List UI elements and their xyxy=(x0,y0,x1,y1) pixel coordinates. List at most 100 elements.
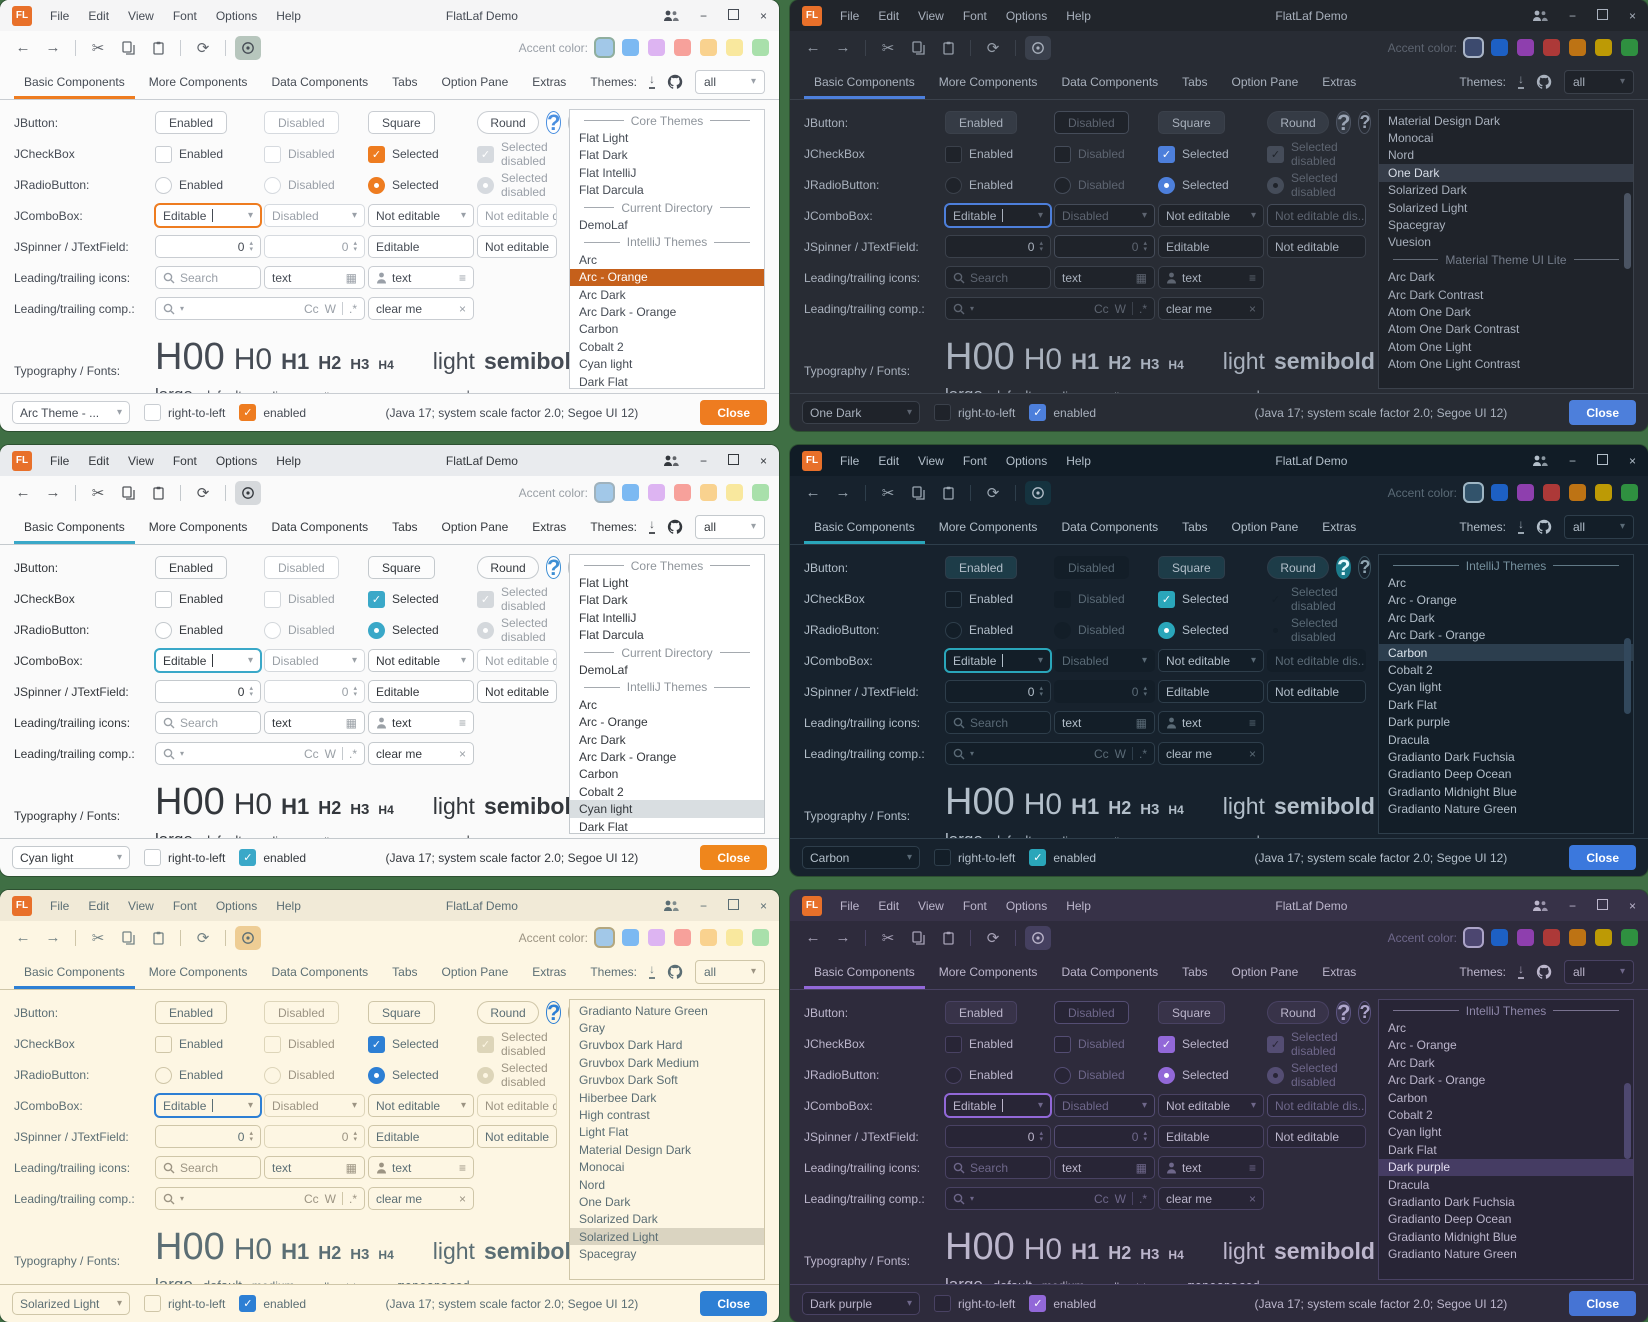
checkbox-selected[interactable] xyxy=(368,145,385,163)
clear-icon[interactable]: × xyxy=(1248,301,1256,316)
radio-selected[interactable] xyxy=(368,176,385,194)
menu-help[interactable]: Help xyxy=(276,8,301,23)
editable-textfield[interactable]: Editable xyxy=(368,235,474,258)
square-button[interactable]: Square xyxy=(368,111,435,134)
whole-word-toggle[interactable]: W xyxy=(1114,1191,1126,1206)
editable-textfield[interactable]: Editable xyxy=(368,1125,474,1148)
theme-list-item[interactable]: Dracula xyxy=(1379,731,1633,748)
search-with-options-input[interactable]: ▾ Cc W .* xyxy=(155,742,365,765)
users-icon[interactable] xyxy=(663,900,679,912)
editable-combobox[interactable]: Editable ▾ xyxy=(945,649,1051,672)
menu-options[interactable]: Options xyxy=(1005,453,1048,468)
checkbox-selected[interactable] xyxy=(368,590,385,608)
search-with-options-input[interactable]: ▾ Cc W .* xyxy=(155,297,365,320)
theme-list-item[interactable]: Gruvbox Dark Hard xyxy=(570,1037,764,1054)
menu-edit[interactable]: Edit xyxy=(878,453,900,468)
theme-list-item[interactable]: Monocai xyxy=(570,1159,764,1176)
show-hints-eye-icon[interactable] xyxy=(235,35,261,60)
accent-color-swatch[interactable] xyxy=(1517,929,1534,946)
download-icon[interactable]: ↓ xyxy=(1518,73,1524,89)
tab-extras[interactable]: Extras xyxy=(1322,519,1357,534)
menu-view[interactable]: View xyxy=(128,898,154,913)
show-hints-eye-icon[interactable] xyxy=(235,925,261,950)
menu-font[interactable]: Font xyxy=(172,8,197,23)
help-button[interactable]: ? xyxy=(1336,999,1352,1025)
checkbox-enabled[interactable] xyxy=(945,145,962,163)
theme-list-item[interactable]: Nord xyxy=(1379,147,1633,164)
refresh-icon[interactable]: ⟳ xyxy=(986,39,1000,57)
theme-list-item[interactable]: Vuesion xyxy=(1379,234,1633,251)
tab-tabs[interactable]: Tabs xyxy=(392,519,418,534)
theme-list-item[interactable]: Flat Darcula xyxy=(570,182,764,199)
accent-color-swatch[interactable] xyxy=(674,929,691,946)
spinner[interactable]: 0 ▴ ▾ xyxy=(945,1125,1051,1148)
theme-list-item[interactable]: Flat IntelliJ xyxy=(570,609,764,626)
refresh-icon[interactable]: ⟳ xyxy=(196,484,210,502)
tab-data-components[interactable]: Data Components xyxy=(1061,964,1159,979)
editable-textfield[interactable]: Editable xyxy=(1158,235,1264,258)
theme-filter-combo[interactable]: all ▾ xyxy=(695,69,765,94)
close-button[interactable]: Close xyxy=(1569,1291,1636,1316)
checkbox-enabled[interactable] xyxy=(155,145,172,163)
theme-list-item[interactable]: Cyan light xyxy=(1379,1124,1633,1141)
accent-color-swatch[interactable] xyxy=(752,929,769,946)
theme-filter-combo[interactable]: all ▾ xyxy=(695,959,765,984)
tab-basic-components[interactable]: Basic Components xyxy=(14,64,135,99)
accent-color-swatch[interactable] xyxy=(1465,484,1482,501)
search-input[interactable]: Search xyxy=(945,1156,1051,1179)
match-case-toggle[interactable]: Cc xyxy=(1093,301,1109,316)
cut-icon[interactable]: ✂ xyxy=(91,929,105,947)
show-hints-eye-icon[interactable] xyxy=(1025,925,1051,950)
checkbox-selected[interactable] xyxy=(1158,1035,1175,1053)
maximize-button[interactable] xyxy=(1596,453,1608,468)
theme-list-item[interactable]: Solarized Light xyxy=(1379,199,1633,216)
help-button[interactable]: ? xyxy=(546,554,562,580)
regex-toggle[interactable]: .* xyxy=(1138,1191,1147,1206)
theme-list-item[interactable]: Gradianto Deep Ocean xyxy=(1379,766,1633,783)
regex-toggle[interactable]: .* xyxy=(348,1191,357,1206)
round-button[interactable]: Round xyxy=(1267,1001,1329,1024)
minimize-button[interactable]: − xyxy=(699,8,707,23)
theme-list-item[interactable]: Gradianto Deep Ocean xyxy=(1379,1211,1633,1228)
theme-list-item[interactable]: Material Design Dark xyxy=(1379,112,1633,129)
github-icon[interactable] xyxy=(1536,519,1552,535)
square-button[interactable]: Square xyxy=(368,1001,435,1024)
accent-color-swatch[interactable] xyxy=(726,39,743,56)
theme-list-item[interactable]: DemoLaf xyxy=(570,216,764,233)
tab-data-components[interactable]: Data Components xyxy=(271,519,369,534)
forward-icon[interactable]: → xyxy=(45,484,61,501)
accent-color-swatch[interactable] xyxy=(1491,929,1508,946)
whole-word-toggle[interactable]: W xyxy=(324,1191,336,1206)
accent-color-swatch[interactable] xyxy=(674,484,691,501)
accent-color-swatch[interactable] xyxy=(1491,484,1508,501)
close-window-button[interactable]: × xyxy=(1628,898,1636,913)
theme-list-item[interactable]: Monocai xyxy=(1379,129,1633,146)
tab-basic-components[interactable]: Basic Components xyxy=(804,509,925,544)
search-with-options-input[interactable]: ▾ Cc W .* xyxy=(945,742,1155,765)
close-window-button[interactable]: × xyxy=(759,453,767,468)
round-button[interactable]: Round xyxy=(477,556,539,579)
download-icon[interactable]: ↓ xyxy=(649,73,655,89)
accent-color-swatch[interactable] xyxy=(648,929,665,946)
checkbox-enabled[interactable] xyxy=(945,1035,962,1053)
theme-list-item[interactable]: IntelliJ Themes xyxy=(570,679,764,696)
tab-data-components[interactable]: Data Components xyxy=(1061,74,1159,89)
tab-data-components[interactable]: Data Components xyxy=(271,964,369,979)
clear-me-input[interactable]: clear me × xyxy=(368,742,474,765)
theme-list-item[interactable]: Gradianto Midnight Blue xyxy=(1379,1228,1633,1245)
whole-word-toggle[interactable]: W xyxy=(1114,301,1126,316)
download-icon[interactable]: ↓ xyxy=(649,518,655,534)
theme-list-item[interactable]: Carbon xyxy=(1379,643,1633,662)
theme-filter-combo[interactable]: all ▾ xyxy=(1564,959,1634,984)
theme-list-item[interactable]: Arc Dark xyxy=(1379,609,1633,626)
theme-list-item[interactable]: Arc xyxy=(1379,574,1633,591)
text-input-user[interactable]: text ≡ xyxy=(368,266,474,289)
theme-selector-combo[interactable]: Carbon ▾ xyxy=(802,846,920,869)
accent-color-swatch[interactable] xyxy=(700,484,717,501)
search-with-options-input[interactable]: ▾ Cc W .* xyxy=(945,1187,1155,1210)
github-icon[interactable] xyxy=(667,74,683,90)
search-with-options-input[interactable]: ▾ Cc W .* xyxy=(155,1187,365,1210)
table-icon[interactable]: ▦ xyxy=(345,1160,357,1175)
clear-me-input[interactable]: clear me × xyxy=(368,297,474,320)
whole-word-toggle[interactable]: W xyxy=(324,301,336,316)
